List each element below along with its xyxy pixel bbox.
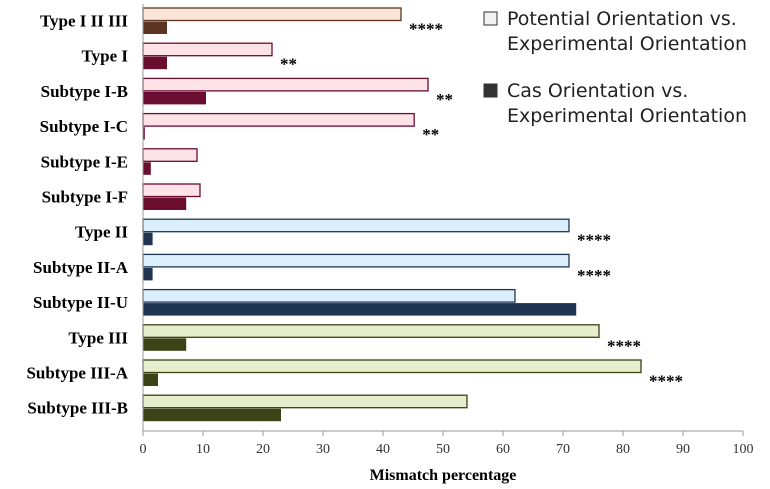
bar-potential bbox=[142, 394, 468, 409]
legend-swatch bbox=[483, 11, 498, 26]
category-label: Subtype III-B bbox=[27, 399, 128, 418]
category-label: Type III bbox=[68, 328, 128, 347]
category-label: Subtype II-A bbox=[33, 258, 129, 277]
category-label: Subtype I-E bbox=[41, 152, 128, 171]
category-label: Subtype I-F bbox=[42, 188, 128, 207]
bar-potential bbox=[142, 218, 570, 233]
x-tick-label: 50 bbox=[436, 442, 450, 457]
significance-label: ** bbox=[280, 55, 297, 74]
legend-item-potential: Potential Orientation vs. Experimental Or… bbox=[483, 8, 747, 55]
bar-potential bbox=[142, 324, 600, 338]
bar-cas bbox=[143, 303, 577, 316]
bar-potential bbox=[142, 7, 402, 22]
legend-swatch bbox=[483, 83, 498, 98]
category-label: Type I bbox=[82, 47, 129, 66]
bar-cas bbox=[143, 267, 153, 281]
x-tick-label: 70 bbox=[556, 442, 570, 457]
bar-potential bbox=[142, 77, 429, 92]
x-axis-title: Mismatch percentage bbox=[370, 467, 517, 484]
legend-text: Potential Orientation vs. bbox=[507, 8, 737, 30]
bar-potential bbox=[142, 359, 642, 374]
bar-cas bbox=[143, 56, 167, 70]
bar-cas bbox=[143, 91, 206, 105]
x-tick-label: 100 bbox=[733, 442, 754, 457]
category-label: Type I II III bbox=[40, 12, 128, 31]
legend-text: Cas Orientation vs. bbox=[507, 80, 688, 102]
bar-cas bbox=[143, 21, 167, 34]
category-label: Subtype I-C bbox=[40, 117, 128, 136]
x-tick-label: 20 bbox=[256, 442, 270, 457]
bar-cas bbox=[143, 162, 151, 175]
legend-text: Experimental Orientation bbox=[507, 105, 747, 127]
significance-label: ** bbox=[422, 125, 439, 144]
bar-potential bbox=[142, 42, 273, 57]
bar-potential bbox=[142, 183, 201, 198]
x-tick-label: 0 bbox=[140, 442, 147, 457]
x-tick-label: 60 bbox=[496, 442, 510, 457]
x-tick-label: 90 bbox=[676, 442, 690, 457]
category-label: Type II bbox=[75, 223, 128, 242]
bar-potential bbox=[142, 112, 415, 127]
significance-label: ** bbox=[436, 90, 453, 109]
significance-label: **** bbox=[649, 372, 683, 391]
category-label: Subtype I-B bbox=[41, 82, 128, 101]
bar-cas bbox=[143, 232, 153, 246]
category-label: Subtype III-A bbox=[26, 364, 128, 383]
category-label: Subtype II-U bbox=[33, 293, 128, 312]
significance-label: **** bbox=[409, 20, 443, 39]
legend-text: Experimental Orientation bbox=[507, 33, 747, 55]
bar-potential bbox=[142, 253, 570, 268]
legend-item-cas: Cas Orientation vs. Experimental Orientat… bbox=[483, 80, 747, 127]
x-tick-label: 10 bbox=[196, 442, 210, 457]
x-tick-label: 30 bbox=[316, 442, 330, 457]
bar-potential bbox=[142, 288, 516, 303]
bar-cas bbox=[143, 338, 187, 351]
x-tick-label: 40 bbox=[376, 442, 390, 457]
significance-label: **** bbox=[577, 266, 611, 285]
bar-cas bbox=[143, 127, 145, 140]
significance-label: **** bbox=[577, 231, 611, 250]
bar-potential bbox=[142, 148, 198, 162]
bar-cas bbox=[143, 197, 187, 210]
x-tick-label: 80 bbox=[616, 442, 630, 457]
significance-label: **** bbox=[607, 336, 641, 355]
bar-cas bbox=[143, 373, 158, 386]
bar-cas bbox=[143, 408, 281, 422]
